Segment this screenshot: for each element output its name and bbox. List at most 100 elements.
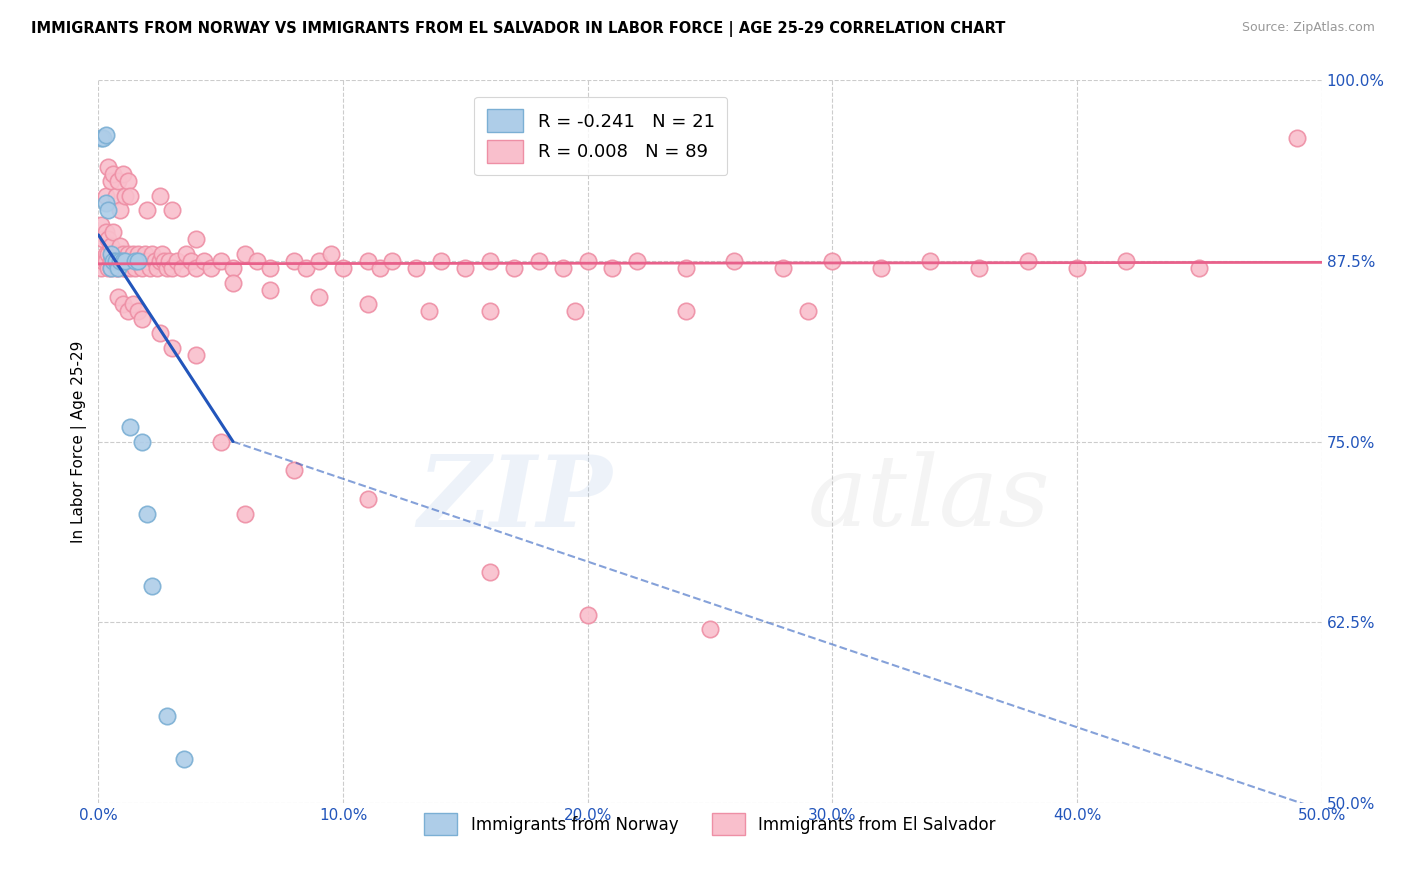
Point — [136, 203, 159, 218]
Point — [821, 254, 844, 268]
Point — [97, 160, 120, 174]
Point — [1066, 261, 1088, 276]
Point — [131, 434, 153, 449]
Point — [101, 225, 124, 239]
Point — [600, 261, 623, 276]
Point — [295, 261, 318, 276]
Point — [134, 246, 156, 260]
Point — [356, 297, 378, 311]
Point — [576, 254, 599, 268]
Point — [101, 167, 124, 181]
Point — [120, 261, 142, 276]
Point — [564, 304, 586, 318]
Point — [233, 246, 256, 260]
Point — [110, 254, 132, 268]
Point — [94, 128, 117, 143]
Point — [97, 261, 120, 276]
Point — [117, 304, 139, 318]
Point — [418, 304, 440, 318]
Point — [111, 246, 134, 260]
Point — [186, 232, 208, 246]
Point — [114, 254, 136, 268]
Point — [91, 254, 114, 268]
Point — [141, 246, 163, 260]
Point — [107, 174, 129, 188]
Point — [136, 254, 159, 268]
Point — [101, 254, 124, 268]
Point — [91, 232, 114, 246]
Point — [107, 261, 129, 276]
Point — [200, 261, 222, 276]
Point — [90, 131, 112, 145]
Point — [454, 261, 477, 276]
Text: ZIP: ZIP — [418, 451, 612, 548]
Point — [120, 254, 142, 268]
Point — [308, 254, 330, 268]
Point — [527, 254, 550, 268]
Point — [104, 189, 127, 203]
Point — [356, 254, 378, 268]
Point — [111, 254, 134, 268]
Point — [104, 254, 127, 268]
Point — [91, 131, 114, 145]
Point — [120, 189, 142, 203]
Point — [405, 261, 427, 276]
Point — [430, 254, 453, 268]
Point — [100, 239, 122, 253]
Point — [101, 254, 124, 268]
Point — [94, 225, 117, 239]
Point — [156, 261, 179, 276]
Point — [150, 246, 173, 260]
Point — [100, 261, 122, 276]
Point — [111, 261, 134, 276]
Point — [166, 254, 188, 268]
Point — [114, 189, 136, 203]
Point — [111, 297, 134, 311]
Point — [149, 254, 172, 268]
Point — [107, 290, 129, 304]
Y-axis label: In Labor Force | Age 25-29: In Labor Force | Age 25-29 — [72, 341, 87, 542]
Text: Source: ZipAtlas.com: Source: ZipAtlas.com — [1241, 21, 1375, 35]
Point — [141, 579, 163, 593]
Point — [121, 246, 143, 260]
Point — [107, 261, 129, 276]
Point — [100, 261, 122, 276]
Point — [772, 261, 794, 276]
Point — [356, 492, 378, 507]
Point — [117, 174, 139, 188]
Point — [193, 254, 215, 268]
Point — [319, 246, 342, 260]
Point — [153, 254, 176, 268]
Point — [94, 246, 117, 260]
Point — [308, 290, 330, 304]
Point — [129, 254, 152, 268]
Point — [209, 434, 232, 449]
Point — [160, 341, 183, 355]
Point — [368, 261, 391, 276]
Point — [1017, 254, 1039, 268]
Point — [478, 304, 501, 318]
Point — [699, 623, 721, 637]
Point — [170, 261, 193, 276]
Point — [94, 254, 117, 268]
Point — [157, 254, 180, 268]
Point — [97, 232, 120, 246]
Point — [176, 246, 198, 260]
Point — [149, 189, 172, 203]
Point — [97, 203, 120, 218]
Point — [233, 507, 256, 521]
Point — [101, 246, 124, 260]
Point — [94, 196, 117, 211]
Point — [222, 276, 245, 290]
Text: IMMIGRANTS FROM NORWAY VS IMMIGRANTS FROM EL SALVADOR IN LABOR FORCE | AGE 25-29: IMMIGRANTS FROM NORWAY VS IMMIGRANTS FRO… — [31, 21, 1005, 37]
Point — [160, 203, 183, 218]
Point — [503, 261, 526, 276]
Point — [156, 709, 179, 723]
Point — [146, 261, 169, 276]
Point — [124, 254, 146, 268]
Point — [870, 261, 893, 276]
Point — [104, 261, 127, 276]
Point — [553, 261, 575, 276]
Point — [160, 261, 183, 276]
Point — [967, 261, 990, 276]
